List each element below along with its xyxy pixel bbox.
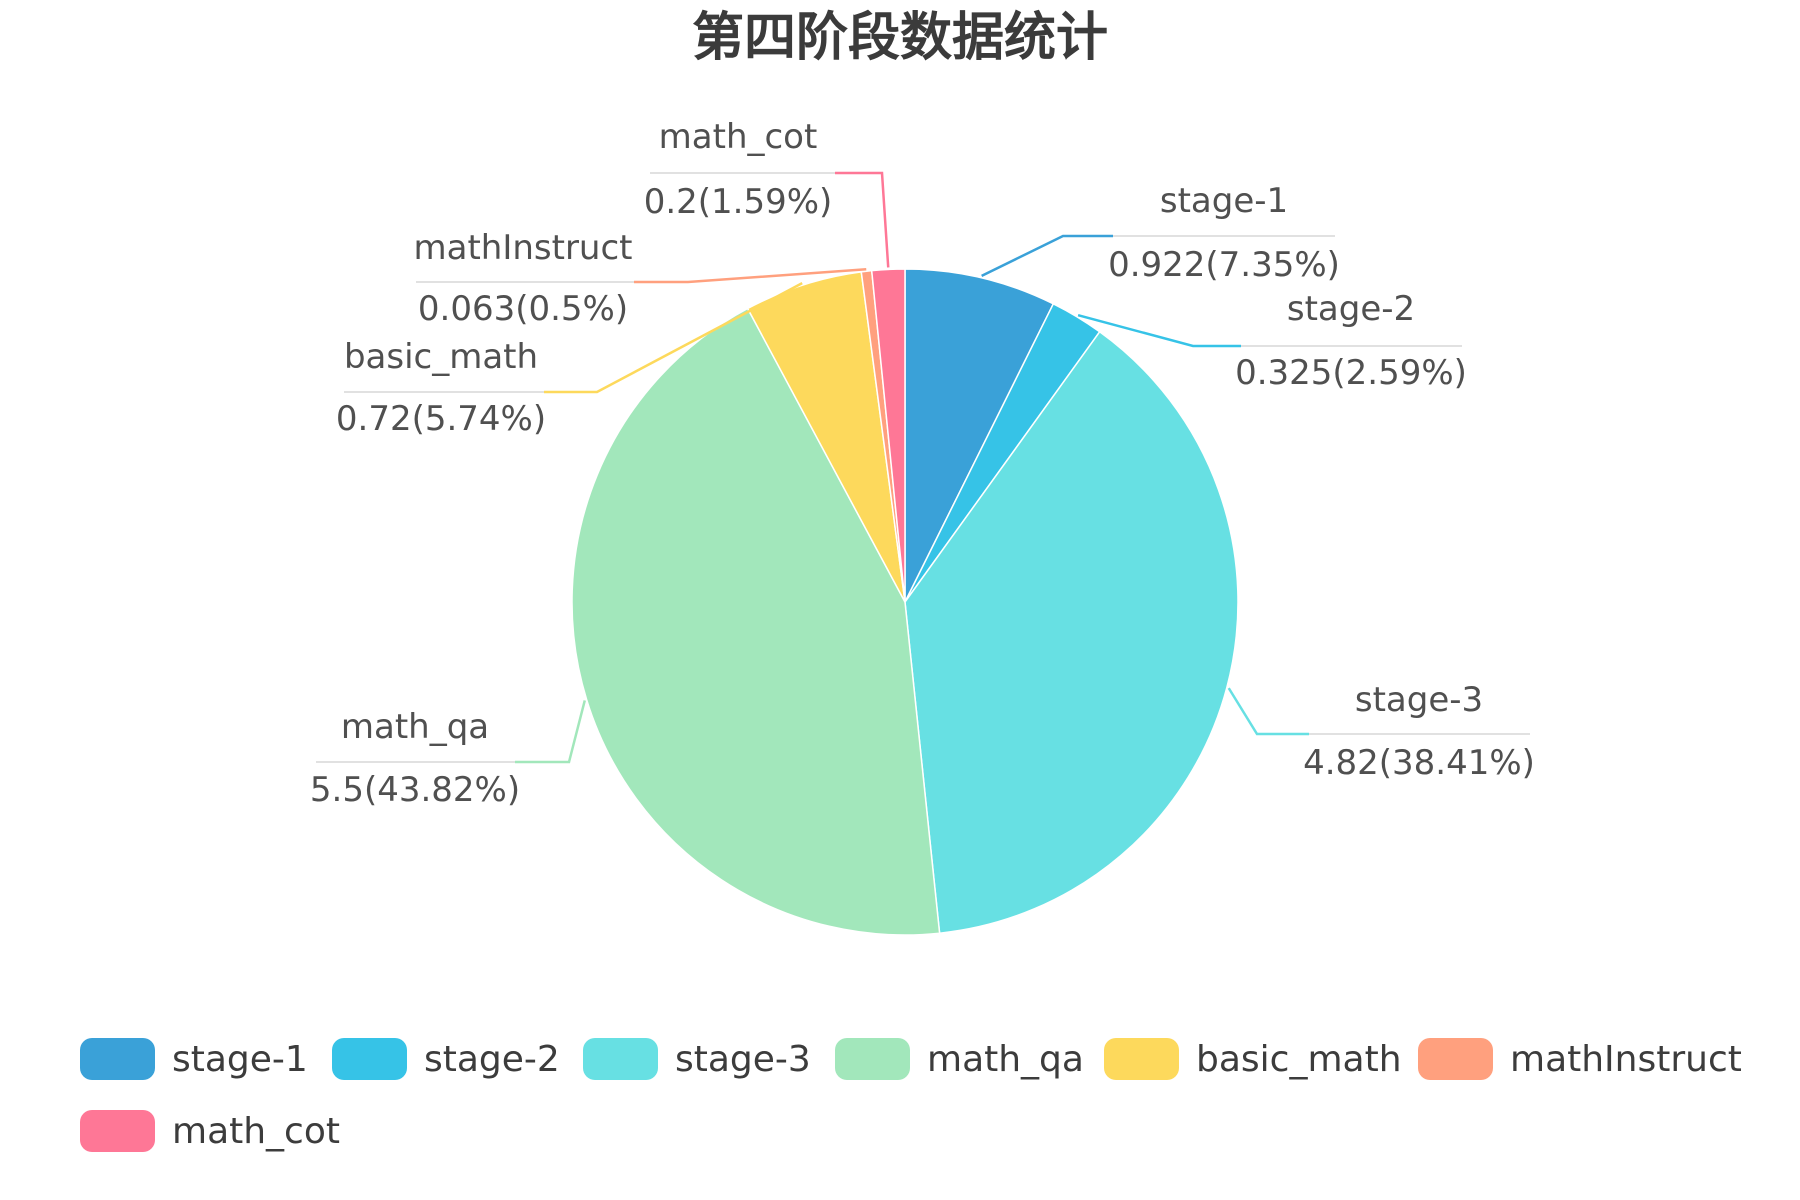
pie-slices [572, 269, 1238, 935]
slice-label-name-math_qa: math_qa [341, 707, 489, 747]
slice-label-name-math_cot: math_cot [659, 117, 818, 157]
slice-label-value-basic_math: 0.72(5.74%) [336, 399, 546, 439]
leader-line-stage-3 [1229, 688, 1309, 734]
leader-line-stage-1 [982, 236, 1113, 276]
legend-item-stage-1[interactable]: stage-1 [80, 1038, 308, 1080]
chart-title: 第四阶段数据统计 [692, 8, 1108, 68]
legend-item-stage-2[interactable]: stage-2 [332, 1038, 560, 1080]
legend-label-math_qa[interactable]: math_qa [927, 1039, 1084, 1080]
legend-swatch-stage-2[interactable] [332, 1038, 407, 1080]
legend-swatch-stage-1[interactable] [80, 1038, 155, 1080]
slice-label-name-basic_math: basic_math [344, 337, 538, 377]
legend-item-basic_math[interactable]: basic_math [1104, 1038, 1402, 1080]
legend-swatch-mathInstruct[interactable] [1418, 1038, 1493, 1080]
legend-swatch-basic_math[interactable] [1104, 1038, 1179, 1080]
slice-label-value-stage-3: 4.82(38.41%) [1303, 743, 1535, 783]
slice-label-name-stage-2: stage-2 [1287, 289, 1415, 329]
slice-label-value-stage-2: 0.325(2.59%) [1235, 353, 1467, 393]
slice-label-value-stage-1: 0.922(7.35%) [1108, 245, 1340, 285]
legend-label-stage-1[interactable]: stage-1 [172, 1039, 308, 1080]
legend-item-mathInstruct[interactable]: mathInstruct [1418, 1038, 1742, 1080]
legend-item-stage-3[interactable]: stage-3 [583, 1038, 811, 1080]
slice-label-value-mathInstruct: 0.063(0.5%) [418, 289, 628, 329]
leader-line-math_cot [835, 173, 888, 267]
legend-swatch-stage-3[interactable] [583, 1038, 658, 1080]
slice-label-name-stage-3: stage-3 [1355, 680, 1483, 720]
slice-label-name-stage-1: stage-1 [1160, 181, 1288, 221]
legend-label-mathInstruct[interactable]: mathInstruct [1510, 1039, 1742, 1080]
slice-label-value-math_qa: 5.5(43.82%) [310, 770, 520, 810]
legend-label-stage-2[interactable]: stage-2 [424, 1039, 560, 1080]
legend-label-stage-3[interactable]: stage-3 [675, 1039, 811, 1080]
legend-label-math_cot[interactable]: math_cot [172, 1111, 340, 1152]
legend[interactable]: stage-1 stage-2 stage-3 math_qa basic_math ma… [80, 1038, 1742, 1152]
legend-item-math_qa[interactable]: math_qa [835, 1038, 1084, 1080]
legend-swatch-math_cot[interactable] [80, 1110, 155, 1152]
legend-swatch-math_qa[interactable] [835, 1038, 910, 1080]
slice-label-name-mathInstruct: mathInstruct [413, 228, 632, 268]
slice-label-value-math_cot: 0.2(1.59%) [644, 182, 833, 222]
legend-label-basic_math[interactable]: basic_math [1196, 1039, 1402, 1080]
leader-line-math_qa [515, 700, 585, 762]
legend-item-math_cot[interactable]: math_cot [80, 1110, 340, 1152]
